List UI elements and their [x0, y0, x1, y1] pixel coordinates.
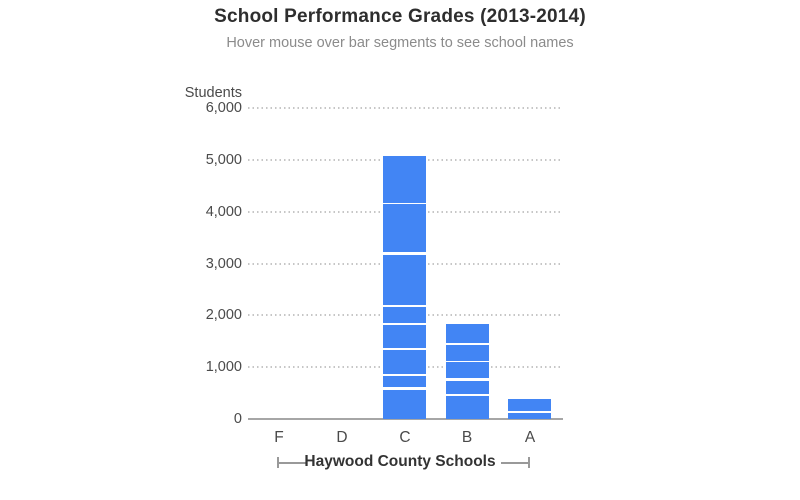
y-tick-label-4000: 4,000 — [205, 204, 242, 220]
axis-bracket-right-line — [501, 462, 529, 464]
x-category-label-F: F — [274, 429, 284, 446]
axis-bracket-right-tick — [528, 457, 530, 468]
x-category-label-B: B — [461, 429, 473, 446]
x-axis-line — [248, 418, 563, 420]
x-category-label-A: A — [524, 429, 536, 446]
axis-bracket-left-line — [278, 462, 306, 464]
bar-segment-C-6[interactable] — [383, 255, 426, 305]
bar-segment-C-8[interactable] — [383, 156, 426, 203]
axis-bracket-left-tick — [277, 457, 279, 468]
bar-segment-C-2[interactable] — [383, 376, 426, 387]
bar-segment-B-4[interactable] — [446, 345, 489, 361]
y-tick-label-1000: 1,000 — [205, 359, 242, 375]
bar-segment-B-1[interactable] — [446, 396, 489, 419]
bar-segment-C-4[interactable] — [383, 325, 426, 348]
x-category-label-D: D — [336, 429, 348, 446]
y-tick-label-5000: 5,000 — [205, 152, 242, 168]
y-tick-label-2000: 2,000 — [205, 307, 242, 323]
y-tick-label-3000: 3,000 — [205, 256, 242, 272]
bar-segment-B-5[interactable] — [446, 324, 489, 343]
y-axis-title: Students — [184, 85, 242, 101]
chart-subtitle: Hover mouse over bar segments to see sch… — [226, 35, 574, 51]
chart-title: School Performance Grades (2013-2014) — [214, 6, 586, 27]
bar-segment-C-7[interactable] — [383, 204, 426, 252]
bar-segment-A-2[interactable] — [508, 399, 551, 411]
bar-segment-C-5[interactable] — [383, 307, 426, 323]
bar-segment-C-1[interactable] — [383, 390, 426, 419]
x-axis-title: Haywood County Schools — [304, 453, 496, 470]
y-tick-label-0: 0 — [233, 411, 242, 427]
bar-segment-B-3[interactable] — [446, 362, 489, 378]
gridline-6000 — [248, 107, 561, 109]
bar-segment-C-3[interactable] — [383, 350, 426, 374]
y-tick-label-6000: 6,000 — [205, 100, 242, 116]
bar-segment-B-2[interactable] — [446, 381, 489, 394]
bar-segment-A-1[interactable] — [508, 413, 551, 419]
x-category-label-C: C — [399, 429, 411, 446]
